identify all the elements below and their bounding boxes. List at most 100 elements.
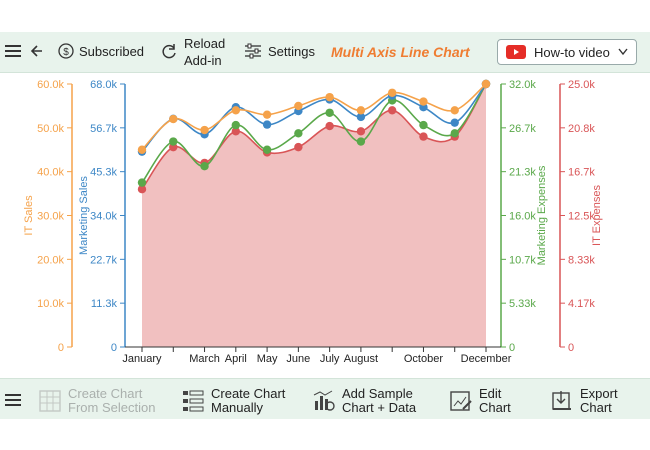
tick-label: 20.0k (37, 254, 64, 266)
add-sample-line1: Add Sample (342, 386, 413, 401)
tick-label: 5.33k (509, 298, 536, 310)
create-manually-line2: Manually (211, 400, 264, 415)
tick-label: 20.8k (568, 123, 595, 135)
data-point-it-expenses (137, 185, 147, 194)
data-point-marketing-expenses (450, 129, 459, 138)
area-fill-it-expenses (142, 84, 486, 347)
export-chart-button[interactable]: Export Chart (550, 387, 618, 415)
tick-label: 0 (568, 342, 574, 354)
bottom-toolbar: Create Chart From Selection Create Chart… (0, 378, 650, 419)
multi-axis-line-chart: 60.0k 50.0k 40.0k 30.0k 20.0k 10.0k 0 IT Sales 6… (23, 79, 603, 365)
back-arrow-icon[interactable] (30, 43, 46, 59)
howto-video-dropdown[interactable]: How-to video (497, 39, 637, 65)
tick-label: 60.0k (37, 79, 64, 91)
hamburger-menu-icon[interactable] (5, 44, 21, 58)
reload-addin-button[interactable]: Reload Add-in (160, 35, 225, 69)
data-point-it-sales (481, 79, 491, 89)
axis-title-it-expenses: IT Expenses (591, 185, 603, 246)
data-point-marketing-sales (450, 118, 459, 127)
sample-data-icon (312, 389, 336, 413)
export-line2: Chart (580, 400, 612, 415)
subscribed-button[interactable]: $ Subscribed (58, 43, 144, 59)
tick-label: 10.0k (37, 298, 64, 310)
data-point-it-expenses (387, 106, 397, 115)
chevron-down-icon (618, 48, 628, 56)
data-point-marketing-expenses (294, 129, 303, 138)
edit-chart-button[interactable]: Edit Chart (449, 387, 511, 415)
tick-label: 22.7k (90, 254, 117, 266)
data-point-it-sales (262, 110, 272, 119)
create-from-selection-line1: Create Chart (68, 386, 143, 401)
data-point-marketing-expenses (262, 145, 272, 154)
tick-label: 34.0k (90, 211, 117, 223)
data-point-it-sales (294, 101, 303, 111)
tick-label: 11.3k (91, 298, 118, 310)
tick-label: 45.3k (90, 167, 117, 179)
x-tick-label: January (122, 353, 162, 365)
data-point-marketing-expenses (325, 108, 334, 117)
tick-label: 8.33k (568, 254, 595, 266)
hamburger-menu-icon[interactable] (5, 393, 21, 407)
x-tick-label: July (320, 353, 340, 365)
tick-label: 56.7k (90, 123, 117, 135)
tick-label: 32.0k (509, 79, 536, 91)
data-point-it-sales (325, 92, 334, 102)
tick-label: 4.17k (568, 298, 595, 310)
tick-label: 68.0k (90, 79, 117, 91)
tick-label: 16.0k (509, 211, 536, 223)
data-point-it-expenses (356, 127, 366, 136)
add-sample-line2: Chart + Data (342, 400, 417, 415)
data-point-it-expenses (231, 127, 241, 136)
data-point-marketing-expenses (137, 178, 147, 187)
tick-label: 25.0k (568, 79, 595, 91)
reload-label-line2: Add-in (184, 53, 222, 68)
data-point-it-sales (169, 114, 178, 124)
x-tick-label: May (257, 353, 278, 365)
data-point-it-sales (387, 88, 397, 97)
table-icon (38, 389, 62, 413)
data-point-it-expenses (419, 132, 428, 141)
axis-title-marketing-expenses: Marketing Expenses (536, 165, 548, 265)
tick-label: 50.0k (37, 123, 64, 135)
tick-label: 21.3k (509, 167, 536, 179)
edit-line1: Edit (479, 386, 502, 401)
data-point-it-sales (200, 125, 209, 135)
edit-chart-icon (449, 389, 473, 413)
x-tick-label: June (286, 353, 310, 365)
data-point-marketing-expenses (200, 161, 209, 171)
reload-icon (160, 43, 178, 61)
create-from-selection-line2: From Selection (68, 400, 156, 415)
tick-label: 0 (58, 342, 64, 354)
axis-title-it-sales: IT Sales (23, 195, 35, 236)
axis-title-marketing-sales: Marketing Sales (78, 176, 90, 255)
tick-label: 30.0k (37, 211, 64, 223)
x-tick-label: October (404, 353, 443, 365)
reload-label-line1: Reload (184, 36, 226, 51)
data-point-marketing-sales (262, 120, 272, 129)
tick-label: 0 (509, 342, 515, 354)
data-point-it-sales (419, 97, 428, 106)
data-point-it-sales (137, 145, 147, 154)
chart-title: Multi Axis Line Chart (331, 44, 470, 60)
x-tick-label: March (189, 353, 220, 365)
add-sample-chart-button[interactable]: Add Sample Chart + Data (312, 387, 416, 415)
create-chart-from-selection-button[interactable]: Create Chart From Selection (38, 387, 155, 415)
tick-label: 40.0k (37, 167, 64, 179)
data-point-marketing-expenses (419, 120, 428, 130)
data-point-marketing-expenses (231, 120, 241, 130)
data-point-it-expenses (325, 121, 334, 131)
settings-button[interactable]: Settings (244, 43, 315, 59)
x-tick-label: April (225, 353, 247, 365)
x-tick-label: August (344, 353, 378, 365)
settings-label: Settings (268, 43, 315, 59)
tick-label: 10.7k (509, 254, 536, 266)
create-chart-manually-button[interactable]: Create Chart Manually (181, 387, 285, 415)
tick-label: 12.5k (568, 211, 595, 223)
tick-label: 16.7k (568, 167, 595, 179)
data-point-it-expenses (294, 142, 303, 152)
dollar-circle-icon: $ (58, 43, 74, 59)
list-edit-icon (181, 389, 205, 413)
tick-label: 0 (111, 342, 117, 354)
tick-label: 26.7k (509, 123, 536, 135)
export-icon (550, 389, 574, 413)
